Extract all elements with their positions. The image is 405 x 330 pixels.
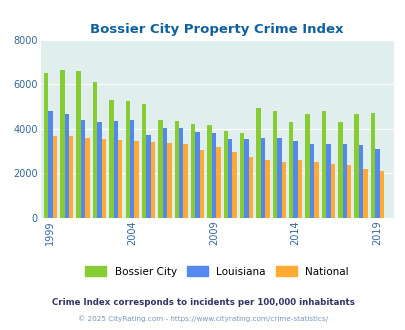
Bar: [85, 138, 90, 218]
Bar: [228, 139, 232, 218]
Bar: [321, 111, 325, 218]
Bar: [239, 133, 244, 218]
Bar: [277, 138, 281, 218]
Bar: [48, 111, 53, 218]
Bar: [281, 162, 285, 218]
Bar: [167, 143, 171, 218]
Title: Bossier City Property Crime Index: Bossier City Property Crime Index: [90, 23, 343, 36]
Bar: [134, 141, 139, 218]
Bar: [118, 140, 122, 218]
Bar: [223, 131, 228, 218]
Bar: [162, 128, 167, 218]
Bar: [174, 121, 179, 218]
Bar: [379, 171, 383, 218]
Bar: [109, 100, 113, 218]
Bar: [142, 104, 146, 218]
Bar: [76, 71, 81, 218]
Bar: [60, 70, 64, 218]
Bar: [183, 144, 188, 218]
Bar: [248, 156, 253, 218]
Bar: [342, 144, 346, 218]
Bar: [207, 125, 211, 218]
Bar: [264, 160, 269, 218]
Bar: [288, 122, 293, 218]
Bar: [305, 114, 309, 218]
Bar: [101, 139, 106, 218]
Bar: [232, 152, 237, 218]
Bar: [313, 162, 318, 218]
Bar: [64, 114, 69, 218]
Bar: [130, 120, 134, 218]
Bar: [354, 114, 358, 218]
Bar: [244, 139, 248, 218]
Bar: [125, 101, 130, 218]
Text: Crime Index corresponds to incidents per 100,000 inhabitants: Crime Index corresponds to incidents per…: [51, 298, 354, 307]
Bar: [256, 108, 260, 218]
Bar: [362, 169, 367, 218]
Bar: [195, 132, 199, 218]
Bar: [325, 144, 330, 218]
Bar: [146, 135, 150, 218]
Bar: [179, 128, 183, 218]
Bar: [93, 82, 97, 218]
Bar: [346, 165, 350, 218]
Bar: [297, 160, 302, 218]
Legend: Bossier City, Louisiana, National: Bossier City, Louisiana, National: [81, 262, 352, 281]
Bar: [97, 122, 101, 218]
Bar: [370, 113, 374, 218]
Bar: [44, 73, 48, 218]
Text: © 2025 CityRating.com - https://www.cityrating.com/crime-statistics/: © 2025 CityRating.com - https://www.city…: [78, 315, 327, 322]
Bar: [330, 164, 334, 218]
Bar: [309, 144, 313, 218]
Bar: [272, 111, 277, 218]
Bar: [199, 150, 204, 218]
Bar: [150, 142, 155, 218]
Bar: [374, 149, 379, 218]
Bar: [190, 124, 195, 218]
Bar: [211, 133, 215, 218]
Bar: [260, 138, 264, 218]
Bar: [69, 137, 73, 218]
Bar: [337, 122, 342, 218]
Bar: [358, 146, 362, 218]
Bar: [113, 121, 118, 218]
Bar: [215, 147, 220, 218]
Bar: [53, 137, 57, 218]
Bar: [293, 141, 297, 218]
Bar: [158, 120, 162, 218]
Bar: [81, 120, 85, 218]
